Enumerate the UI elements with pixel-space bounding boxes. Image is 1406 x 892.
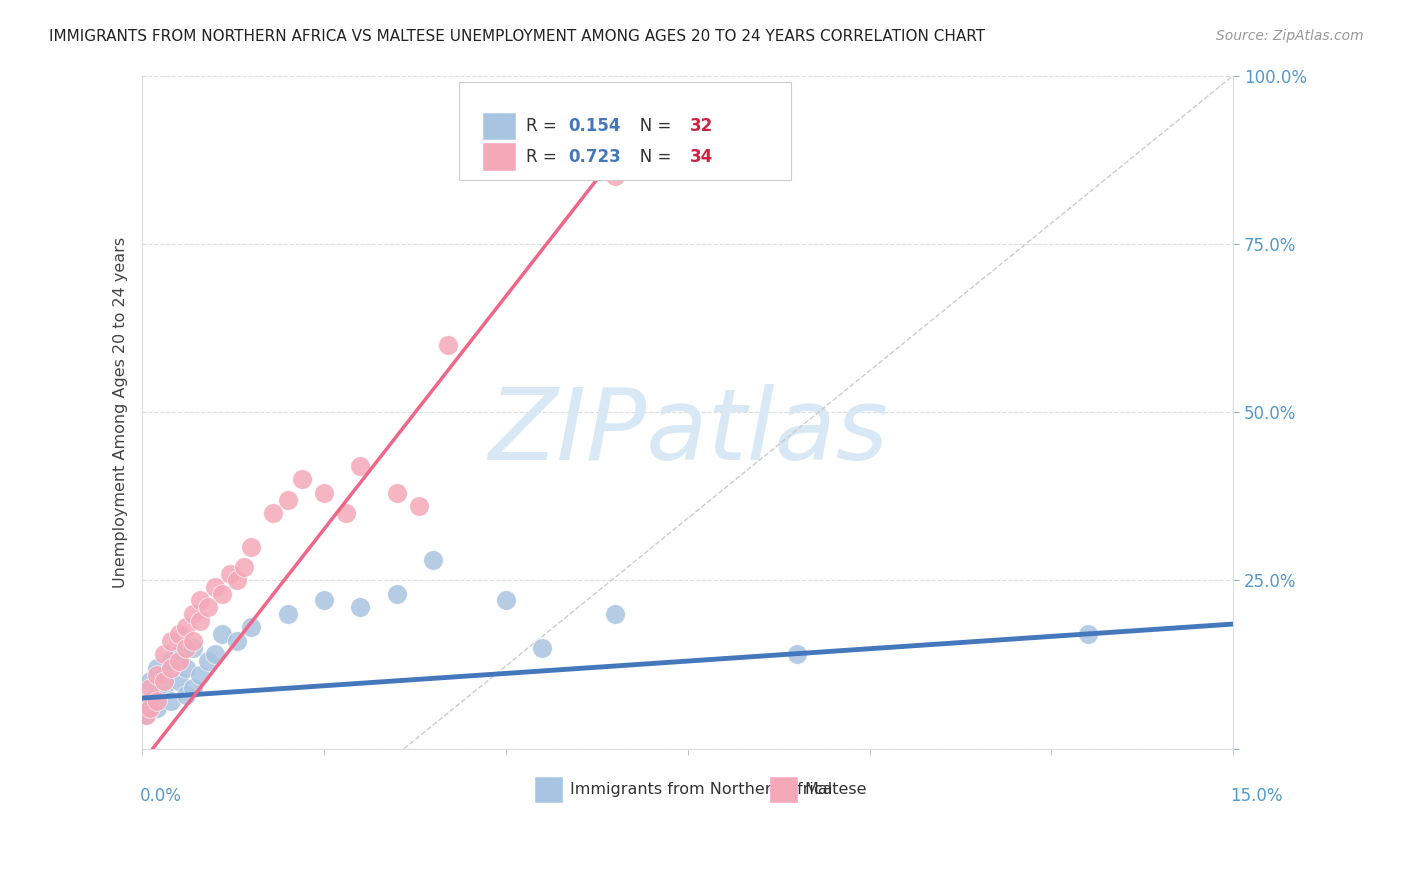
- Point: [174, 688, 197, 702]
- FancyBboxPatch shape: [536, 777, 562, 803]
- Point: [190, 614, 212, 628]
- Text: 32: 32: [690, 117, 713, 135]
- Point: [160, 633, 183, 648]
- Point: [408, 500, 430, 514]
- Point: [174, 620, 197, 634]
- Text: 0.154: 0.154: [568, 117, 620, 135]
- Point: [349, 600, 371, 615]
- Point: [225, 574, 247, 588]
- Text: 15.0%: 15.0%: [1230, 787, 1282, 805]
- Text: Maltese: Maltese: [804, 782, 868, 797]
- Point: [211, 627, 233, 641]
- Text: ZIPatlas: ZIPatlas: [488, 384, 887, 481]
- Point: [385, 587, 408, 601]
- Point: [436, 337, 458, 351]
- Point: [181, 607, 204, 621]
- Point: [240, 540, 263, 554]
- FancyBboxPatch shape: [482, 112, 516, 139]
- Point: [153, 681, 176, 695]
- Point: [135, 707, 157, 722]
- Point: [138, 701, 160, 715]
- Point: [167, 627, 190, 641]
- Point: [190, 593, 212, 607]
- Point: [531, 640, 554, 655]
- Text: 34: 34: [690, 148, 713, 166]
- Point: [603, 169, 626, 184]
- Point: [174, 640, 197, 655]
- Point: [240, 620, 263, 634]
- Point: [181, 681, 204, 695]
- Point: [197, 600, 219, 615]
- Point: [197, 654, 219, 668]
- Point: [146, 661, 169, 675]
- Text: R =: R =: [526, 148, 562, 166]
- Point: [146, 694, 169, 708]
- FancyBboxPatch shape: [482, 144, 516, 170]
- Point: [146, 688, 169, 702]
- Point: [138, 694, 160, 708]
- Point: [349, 458, 371, 473]
- Point: [262, 506, 284, 520]
- Text: Immigrants from Northern Africa: Immigrants from Northern Africa: [569, 782, 832, 797]
- Point: [225, 633, 247, 648]
- Point: [153, 648, 176, 662]
- Point: [314, 593, 336, 607]
- Text: R =: R =: [526, 117, 562, 135]
- Point: [153, 667, 176, 681]
- Point: [218, 566, 240, 581]
- Point: [277, 492, 299, 507]
- Point: [135, 707, 157, 722]
- Text: N =: N =: [624, 117, 678, 135]
- Text: 0.723: 0.723: [568, 148, 620, 166]
- Point: [291, 472, 314, 486]
- Point: [167, 654, 190, 668]
- Point: [422, 553, 444, 567]
- Point: [181, 640, 204, 655]
- Point: [146, 667, 169, 681]
- Point: [335, 506, 357, 520]
- Point: [603, 607, 626, 621]
- Point: [1077, 627, 1099, 641]
- Point: [204, 648, 226, 662]
- Text: 0.0%: 0.0%: [141, 787, 181, 805]
- Point: [146, 701, 169, 715]
- Text: IMMIGRANTS FROM NORTHERN AFRICA VS MALTESE UNEMPLOYMENT AMONG AGES 20 TO 24 YEAR: IMMIGRANTS FROM NORTHERN AFRICA VS MALTE…: [49, 29, 986, 44]
- Point: [160, 694, 183, 708]
- Point: [233, 559, 256, 574]
- Point: [314, 485, 336, 500]
- Point: [786, 648, 808, 662]
- Text: N =: N =: [624, 148, 678, 166]
- Point: [160, 654, 183, 668]
- Point: [174, 661, 197, 675]
- FancyBboxPatch shape: [458, 82, 792, 180]
- Point: [277, 607, 299, 621]
- Point: [190, 667, 212, 681]
- Point: [138, 674, 160, 689]
- Point: [181, 633, 204, 648]
- Text: Source: ZipAtlas.com: Source: ZipAtlas.com: [1216, 29, 1364, 43]
- Point: [167, 674, 190, 689]
- Point: [160, 661, 183, 675]
- Y-axis label: Unemployment Among Ages 20 to 24 years: Unemployment Among Ages 20 to 24 years: [114, 236, 128, 588]
- FancyBboxPatch shape: [769, 777, 797, 803]
- Point: [153, 674, 176, 689]
- Point: [204, 580, 226, 594]
- Point: [211, 587, 233, 601]
- Point: [138, 681, 160, 695]
- Point: [167, 648, 190, 662]
- Point: [495, 593, 517, 607]
- Point: [385, 485, 408, 500]
